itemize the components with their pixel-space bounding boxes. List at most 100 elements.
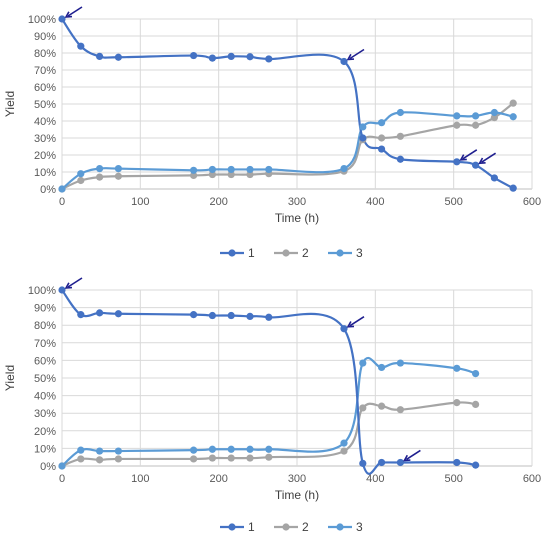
series-3-point bbox=[208, 445, 216, 453]
series-1-point bbox=[246, 312, 254, 320]
series-2-point bbox=[453, 399, 461, 407]
series-3-point bbox=[472, 112, 480, 120]
series-3-point bbox=[58, 185, 66, 193]
series-3-point bbox=[396, 108, 404, 117]
x-tick-label: 500 bbox=[444, 473, 462, 485]
series-1-point bbox=[359, 134, 367, 142]
series-2-point bbox=[378, 402, 386, 410]
x-axis-title: Time (h) bbox=[275, 488, 319, 502]
series-3-point bbox=[359, 359, 367, 367]
series-1-point bbox=[227, 52, 235, 61]
series-3-point bbox=[246, 445, 254, 453]
x-tick-label: 500 bbox=[444, 196, 462, 208]
series-3-point bbox=[340, 165, 348, 173]
legend-marker bbox=[336, 523, 344, 531]
series-1-point bbox=[190, 51, 198, 60]
series-3-point bbox=[396, 359, 404, 367]
y-tick-label: 80% bbox=[34, 48, 56, 60]
series-1-point bbox=[340, 325, 348, 333]
y-tick-label: 40% bbox=[34, 391, 56, 403]
series-3-point bbox=[265, 165, 273, 174]
annotation-arrow bbox=[346, 48, 365, 61]
y-tick-label: 30% bbox=[34, 408, 56, 420]
series-3-point bbox=[378, 363, 386, 372]
y-tick-label: 50% bbox=[34, 373, 56, 385]
y-tick-label: 90% bbox=[34, 303, 56, 315]
legend: 1 2 3 bbox=[220, 520, 363, 534]
chart-1: 0% 10% 20% 30% 40% 50% 60% 70% 80% 90% 100% 0 100 200… bbox=[3, 6, 541, 260]
series-2-point bbox=[77, 176, 85, 185]
y-tick-label: 80% bbox=[34, 320, 56, 332]
series-3-line bbox=[60, 111, 515, 191]
series-2-point bbox=[396, 132, 404, 140]
series-2-point bbox=[227, 454, 235, 462]
series-1-point bbox=[265, 313, 273, 321]
y-tick-label: 60% bbox=[34, 82, 56, 94]
series-1-point bbox=[472, 461, 480, 469]
series-1-point bbox=[453, 158, 461, 166]
series-3-point bbox=[114, 165, 122, 173]
series-1-point bbox=[472, 161, 480, 169]
series-1-point bbox=[77, 311, 85, 319]
y-tick-label: 0% bbox=[40, 184, 56, 196]
x-tick-label: 200 bbox=[209, 196, 227, 208]
series-2-point bbox=[96, 456, 104, 464]
series-2-point bbox=[208, 454, 216, 462]
series-2-point bbox=[96, 173, 104, 181]
series-3-point bbox=[246, 165, 254, 174]
annotation-arrow bbox=[346, 316, 365, 328]
series-3-point bbox=[472, 370, 480, 378]
series-2-point bbox=[472, 400, 480, 408]
series-1-point bbox=[96, 52, 104, 61]
series-3-point bbox=[227, 165, 235, 174]
series-3-point bbox=[509, 113, 517, 121]
series-1-point bbox=[190, 311, 198, 319]
x-tick-label: 0 bbox=[59, 196, 65, 208]
series-1-point bbox=[246, 53, 254, 61]
x-tick-label: 400 bbox=[366, 473, 384, 485]
series-1-point bbox=[490, 174, 498, 182]
series-3-point bbox=[227, 445, 235, 453]
series-2-point bbox=[490, 114, 498, 122]
series-2-point bbox=[453, 121, 461, 129]
legend-item-1: 1 bbox=[220, 246, 255, 260]
y-tick-label: 70% bbox=[34, 65, 56, 77]
legend-item-3: 3 bbox=[328, 520, 363, 534]
series-1-point bbox=[58, 286, 66, 294]
series-1-point bbox=[265, 55, 273, 63]
annotation-arrow bbox=[64, 277, 83, 289]
y-tick-label: 40% bbox=[34, 116, 56, 128]
series-2-point bbox=[472, 121, 480, 129]
series-1-point bbox=[77, 42, 85, 50]
series-2-point bbox=[77, 455, 85, 463]
series-2-point bbox=[114, 455, 122, 463]
series-1-point bbox=[227, 311, 235, 320]
series-1-point bbox=[396, 458, 404, 467]
y-tick-label: 10% bbox=[34, 167, 56, 179]
series-1-point bbox=[509, 184, 517, 192]
legend-label: 1 bbox=[248, 246, 255, 260]
series-2-point bbox=[190, 171, 198, 179]
legend-item-2: 2 bbox=[274, 520, 309, 534]
x-tick-label: 300 bbox=[288, 196, 306, 208]
series-1-point bbox=[208, 54, 216, 62]
y-tick-label: 90% bbox=[34, 31, 56, 43]
series-2-point bbox=[246, 170, 254, 179]
annotation-arrow bbox=[64, 6, 83, 18]
y-tick-label: 10% bbox=[34, 443, 56, 455]
legend-marker bbox=[282, 523, 290, 531]
chart-2: 0% 10% 20% 30% 40% 50% 60% 70% 80% 90% 100% 0 100 200… bbox=[3, 277, 541, 534]
series-2-point bbox=[359, 404, 367, 412]
series-1-point bbox=[208, 311, 216, 320]
x-tick-label: 400 bbox=[366, 196, 384, 208]
legend-marker bbox=[228, 249, 236, 257]
series-1-point bbox=[58, 15, 66, 23]
legend-label: 2 bbox=[302, 520, 309, 534]
x-tick-label: 0 bbox=[59, 473, 65, 485]
series-2-point bbox=[378, 134, 386, 142]
y-tick-label: 50% bbox=[34, 99, 56, 111]
y-axis-title: Yield bbox=[3, 365, 17, 391]
series-2-point bbox=[340, 447, 348, 455]
series-3-point bbox=[190, 166, 198, 174]
